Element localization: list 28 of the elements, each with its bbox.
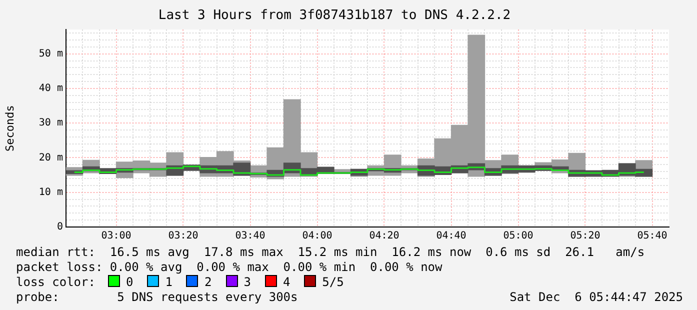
text: packet loss: 0.00 % avg 0.00 % max 0.00 % min 0.00 % now [16,260,444,275]
y-tick-label: 0 [56,222,63,233]
y-tick-label: 40 m [38,83,63,94]
chart-title: Last 3 Hours from 3f087431b187 to DNS 4.2.2.2 [158,8,511,24]
x-tick-label: 04:40 [436,230,466,242]
x-tick-label: 05:00 [503,230,534,242]
y-axis-title: Seconds [3,105,16,152]
text: 4 [282,275,290,289]
y-tick-label: 30 m [38,118,63,129]
text: loss color: [16,275,96,289]
text: 1 [164,275,172,289]
y-tick-label: 20 m [38,152,63,164]
y-tick-label: 50 m [38,48,63,60]
x-tick-label: 03:20 [168,230,198,242]
x-tick-label: 04:00 [302,230,332,242]
text: 5/5 [321,275,344,289]
text: probe: 5 DNS requests every 300s [16,290,298,305]
x-tick-label: 05:20 [570,230,600,242]
text: Sat Dec 6 05:44:47 2025 [510,290,683,305]
text: median rtt: 16.5 ms avg 17.8 ms max 15.2 ms min 16.2 ms now 0.6 ms sd 26.1 am/s [16,245,646,260]
y-tick-label: 10 m [38,186,63,198]
text: 2 [203,275,212,289]
x-tick-label: 03:40 [235,230,266,242]
x-tick-label: 05:40 [637,230,668,242]
x-tick-label: 03:00 [101,230,132,242]
x-tick-label: 04:20 [369,230,400,242]
text: 3 [242,275,251,289]
text: 0 [125,275,134,289]
